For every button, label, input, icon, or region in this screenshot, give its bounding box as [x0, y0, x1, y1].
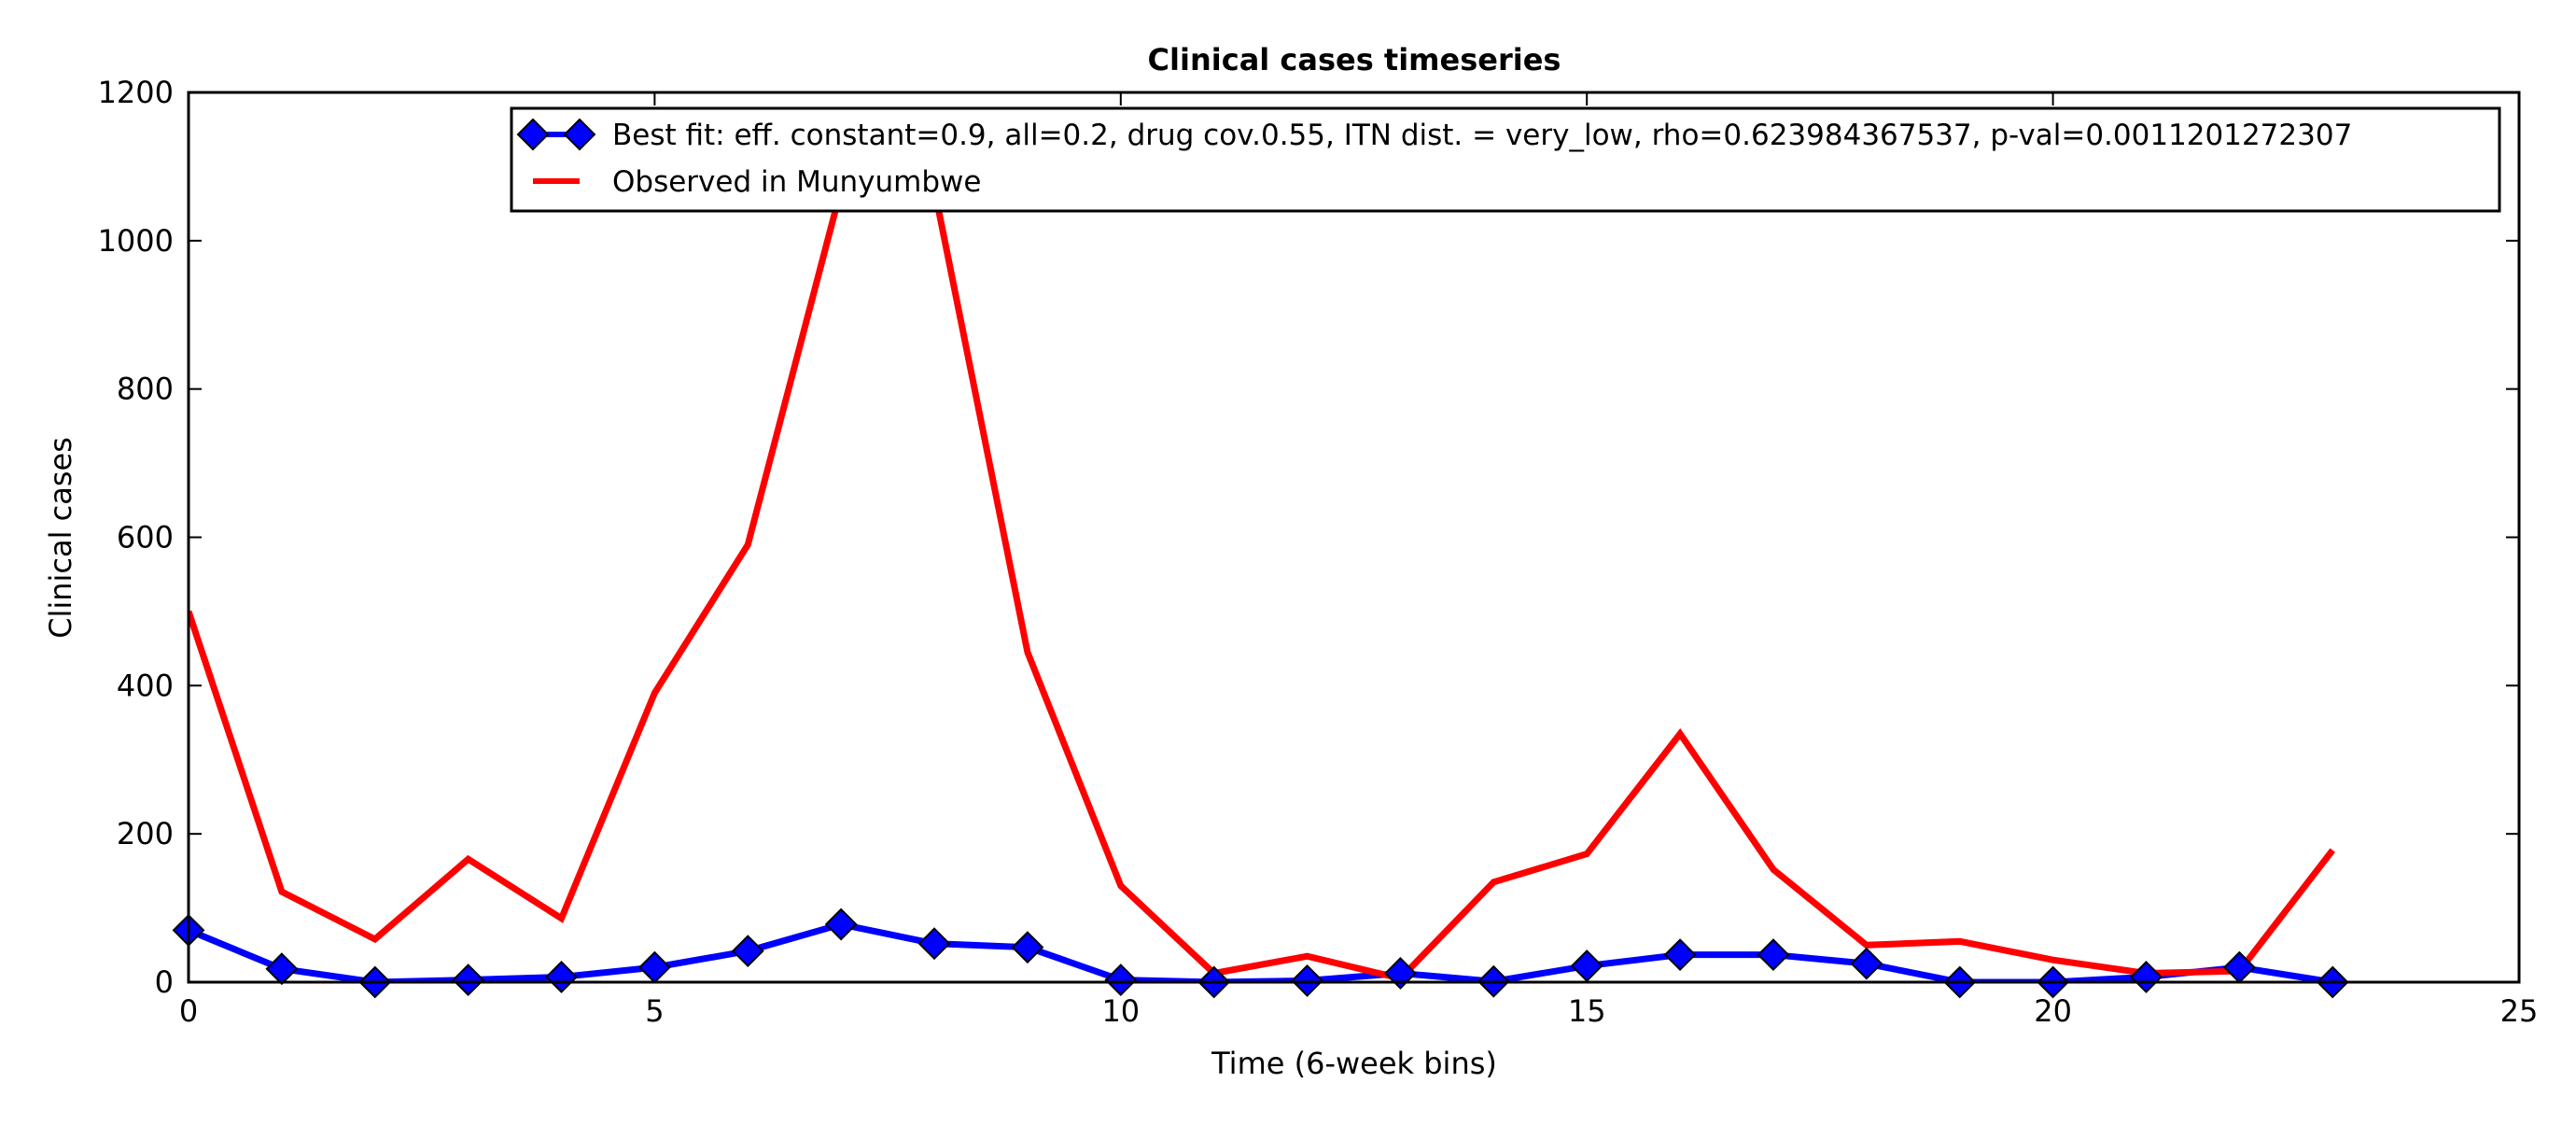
y-tick-label: 200: [117, 816, 174, 851]
data-point-best-fit: [1384, 957, 1417, 990]
x-axis-label: Time (6-week bins): [1211, 1046, 1497, 1081]
chart-title: Clinical cases timeseries: [1148, 42, 1561, 77]
data-point-best-fit: [731, 935, 764, 968]
data-point-best-fit: [452, 963, 485, 997]
legend-swatch-best-fit-marker-right: [563, 118, 596, 151]
data-point-best-fit: [1570, 949, 1603, 982]
legend-entry-observed: Observed in Munyumbwe: [533, 165, 981, 199]
data-point-best-fit: [265, 952, 299, 986]
x-tick-label: 15: [1568, 993, 1606, 1029]
y-axis-label: Clinical cases: [43, 437, 78, 639]
legend-entry-best-fit: Best fit: eff. constant=0.9, all=0.2, dr…: [516, 118, 2352, 152]
y-tick-label: 600: [117, 520, 174, 555]
series-group: [189, 185, 2336, 982]
series-line-observed: [189, 185, 2336, 982]
legend-swatch-best-fit-marker-left: [516, 118, 550, 151]
data-point-best-fit: [824, 907, 858, 941]
data-point-best-fit: [1757, 938, 1790, 972]
y-tick-label: 1200: [98, 75, 174, 110]
data-point-best-fit: [545, 961, 578, 993]
y-tick-label: 400: [117, 668, 174, 703]
legend-label-best-fit: Best fit: eff. constant=0.9, all=0.2, dr…: [612, 119, 2352, 152]
data-point-best-fit: [2130, 961, 2163, 993]
x-tick-label: 10: [1101, 993, 1140, 1029]
y-tick-label: 0: [155, 964, 174, 1000]
data-point-best-fit: [917, 927, 951, 961]
data-point-best-fit: [1663, 938, 1697, 972]
data-point-best-fit: [1850, 947, 1883, 980]
legend-frame: [510, 106, 2501, 213]
data-point-best-fit: [637, 950, 671, 984]
y-tick-label: 800: [117, 372, 174, 407]
x-tick-label: 5: [645, 993, 664, 1029]
x-tick-label: 0: [179, 993, 198, 1029]
data-point-best-fit: [1104, 963, 1138, 997]
data-point-best-fit: [1291, 963, 1323, 997]
plot-area: 0 5 10 15 20 25 0 200 400 600 800 1000 1200: [98, 75, 2539, 1029]
legend: Best fit: eff. constant=0.9, all=0.2, dr…: [510, 106, 2501, 213]
data-point-best-fit: [1011, 931, 1044, 964]
x-tick-label: 20: [2034, 993, 2072, 1029]
y-tick-label: 1000: [98, 223, 174, 259]
x-tick-label: 25: [2500, 993, 2539, 1029]
legend-label-observed: Observed in Munyumbwe: [612, 165, 981, 199]
plot-frame: [187, 91, 2521, 984]
